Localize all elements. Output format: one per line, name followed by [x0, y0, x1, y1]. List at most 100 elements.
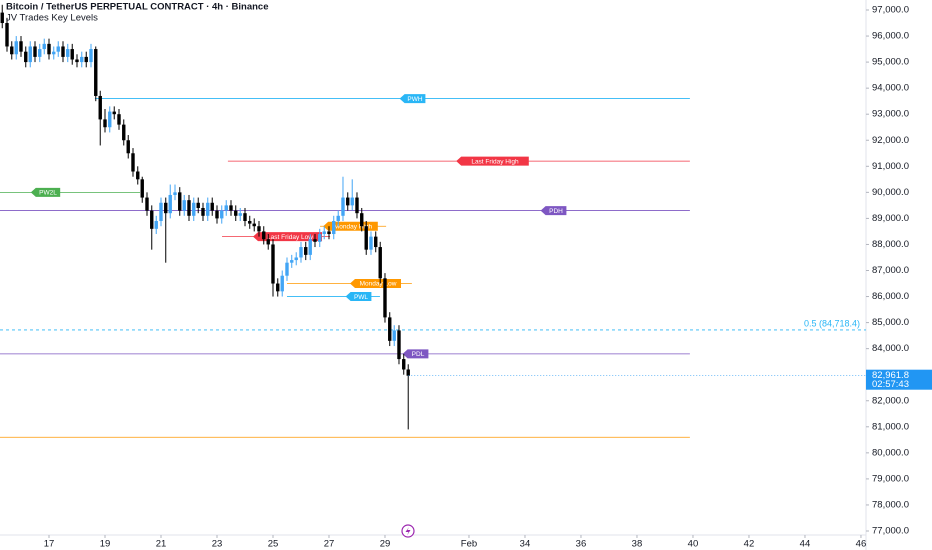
candle-body — [75, 59, 79, 63]
y-tick-label: 93,000.0 — [872, 109, 909, 120]
level-label: Last Friday High — [471, 158, 519, 165]
candle-body — [182, 200, 186, 211]
level-label: PDL — [412, 351, 425, 358]
candle-body — [397, 330, 401, 360]
candle-body — [173, 192, 177, 195]
candle-body — [89, 49, 93, 63]
level-tag — [350, 279, 401, 289]
y-tick-label: 92,000.0 — [872, 135, 909, 146]
candle-body — [378, 247, 382, 279]
candle-body — [266, 239, 270, 245]
candle-body — [164, 202, 168, 214]
candle-body — [178, 192, 182, 211]
candle-body — [336, 215, 340, 222]
candle-body — [159, 202, 163, 222]
event-icon-bolt — [405, 527, 411, 536]
level-label: PDH — [549, 208, 563, 215]
x-tick-label: 46 — [856, 539, 867, 550]
candle-body — [234, 210, 238, 216]
candle-body — [103, 119, 107, 128]
candle-body — [290, 260, 294, 263]
y-tick-label: 91,000.0 — [872, 161, 909, 172]
candle-body — [84, 56, 88, 63]
level-label: PWH — [407, 96, 422, 103]
candle-body — [388, 317, 392, 341]
candle-body — [187, 200, 191, 216]
candle-body — [304, 247, 308, 255]
candle-body — [136, 171, 140, 180]
candle-body — [402, 359, 406, 370]
x-tick-label: 27 — [324, 539, 335, 550]
candle-body — [154, 221, 158, 229]
candle-body — [0, 12, 4, 24]
candle-body — [248, 221, 252, 224]
candle-body — [280, 275, 284, 292]
x-tick-label: 29 — [380, 539, 391, 550]
candle-body — [238, 213, 242, 216]
candle-body — [341, 197, 345, 216]
candle-body — [257, 226, 261, 232]
candle-body — [108, 111, 112, 128]
candle-body — [294, 257, 298, 261]
y-tick-label: 96,000.0 — [872, 31, 909, 42]
candle-body — [196, 202, 200, 208]
x-tick-label: 17 — [44, 539, 55, 550]
x-tick-label: 36 — [576, 539, 587, 550]
candle-body — [229, 205, 233, 211]
y-tick-label: 88,000.0 — [872, 239, 909, 250]
candle-body — [168, 194, 172, 214]
candle-body — [98, 95, 102, 120]
y-tick-label: 90,000.0 — [872, 187, 909, 198]
last-price-tag — [866, 369, 932, 390]
candle-body — [28, 46, 32, 63]
y-tick-label: 86,000.0 — [872, 291, 909, 302]
x-tick-label: 38 — [632, 539, 643, 550]
candle-body — [346, 197, 350, 206]
level-tag — [30, 187, 61, 197]
candle-body — [406, 369, 410, 376]
x-tick-label: 23 — [212, 539, 223, 550]
candle-body — [332, 221, 336, 235]
y-tick-label: 81,000.0 — [872, 421, 909, 432]
level-label: Last Friday Low — [267, 234, 313, 241]
y-tick-label: 87,000.0 — [872, 265, 909, 276]
candle-body — [10, 46, 14, 55]
plot: PWH Last Friday High PW2L PDH Monday High Las… — [0, 4, 866, 438]
candle-body — [271, 244, 275, 284]
x-tick-label: 42 — [744, 539, 755, 550]
candle-body — [80, 56, 84, 63]
candle-body — [14, 41, 18, 55]
y-tick-label: 80,000.0 — [872, 447, 909, 458]
level-label: PWL — [354, 294, 368, 301]
level-tag — [323, 221, 378, 231]
candle-body — [224, 205, 228, 211]
candle-body — [47, 43, 51, 55]
candle-body — [299, 247, 303, 258]
level-label: Monday Low — [360, 281, 397, 288]
candle-body — [70, 49, 74, 60]
candle-body — [66, 49, 70, 57]
level-tag — [253, 232, 322, 242]
candle-body — [94, 49, 98, 96]
x-tick-label: 19 — [100, 539, 111, 550]
candle-body — [364, 226, 368, 250]
candle-body — [126, 140, 130, 154]
candle-body — [33, 46, 37, 57]
y-tick-label: 97,000.0 — [872, 5, 909, 16]
y-tick-label: 78,000.0 — [872, 499, 909, 510]
candle-body — [355, 197, 359, 214]
candle-body — [327, 231, 331, 235]
candle-body — [19, 41, 23, 52]
y-tick-label: 84,000.0 — [872, 343, 909, 354]
x-tick-label: 44 — [800, 539, 811, 550]
level-label: Monday High — [334, 223, 373, 230]
candle-body — [56, 46, 60, 52]
candle-body — [131, 153, 135, 172]
y-tick-label: 95,000.0 — [872, 57, 909, 68]
candle-body — [285, 262, 289, 276]
candle-body — [42, 43, 46, 50]
y-tick-label: 82,000.0 — [872, 395, 909, 406]
level-tag — [540, 206, 567, 216]
candle-body — [318, 234, 322, 242]
candle-body — [61, 46, 65, 57]
